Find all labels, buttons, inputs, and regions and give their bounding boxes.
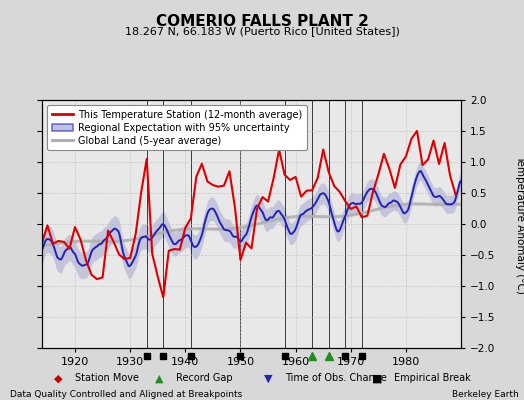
Text: ■: ■ xyxy=(372,373,383,383)
Text: COMERIO FALLS PLANT 2: COMERIO FALLS PLANT 2 xyxy=(156,14,368,29)
Text: ▼: ▼ xyxy=(264,373,272,383)
Text: Data Quality Controlled and Aligned at Breakpoints: Data Quality Controlled and Aligned at B… xyxy=(10,390,243,399)
Text: Empirical Break: Empirical Break xyxy=(394,373,471,383)
Text: ◆: ◆ xyxy=(54,373,63,383)
Text: 18.267 N, 66.183 W (Puerto Rico [United States]): 18.267 N, 66.183 W (Puerto Rico [United … xyxy=(125,26,399,36)
Text: Record Gap: Record Gap xyxy=(176,373,233,383)
Y-axis label: Temperature Anomaly (°C): Temperature Anomaly (°C) xyxy=(515,154,524,294)
Text: Time of Obs. Change: Time of Obs. Change xyxy=(285,373,387,383)
Text: Berkeley Earth: Berkeley Earth xyxy=(452,390,519,399)
Text: Station Move: Station Move xyxy=(75,373,139,383)
Legend: This Temperature Station (12-month average), Regional Expectation with 95% uncer: This Temperature Station (12-month avera… xyxy=(47,105,307,150)
Text: ▲: ▲ xyxy=(155,373,163,383)
